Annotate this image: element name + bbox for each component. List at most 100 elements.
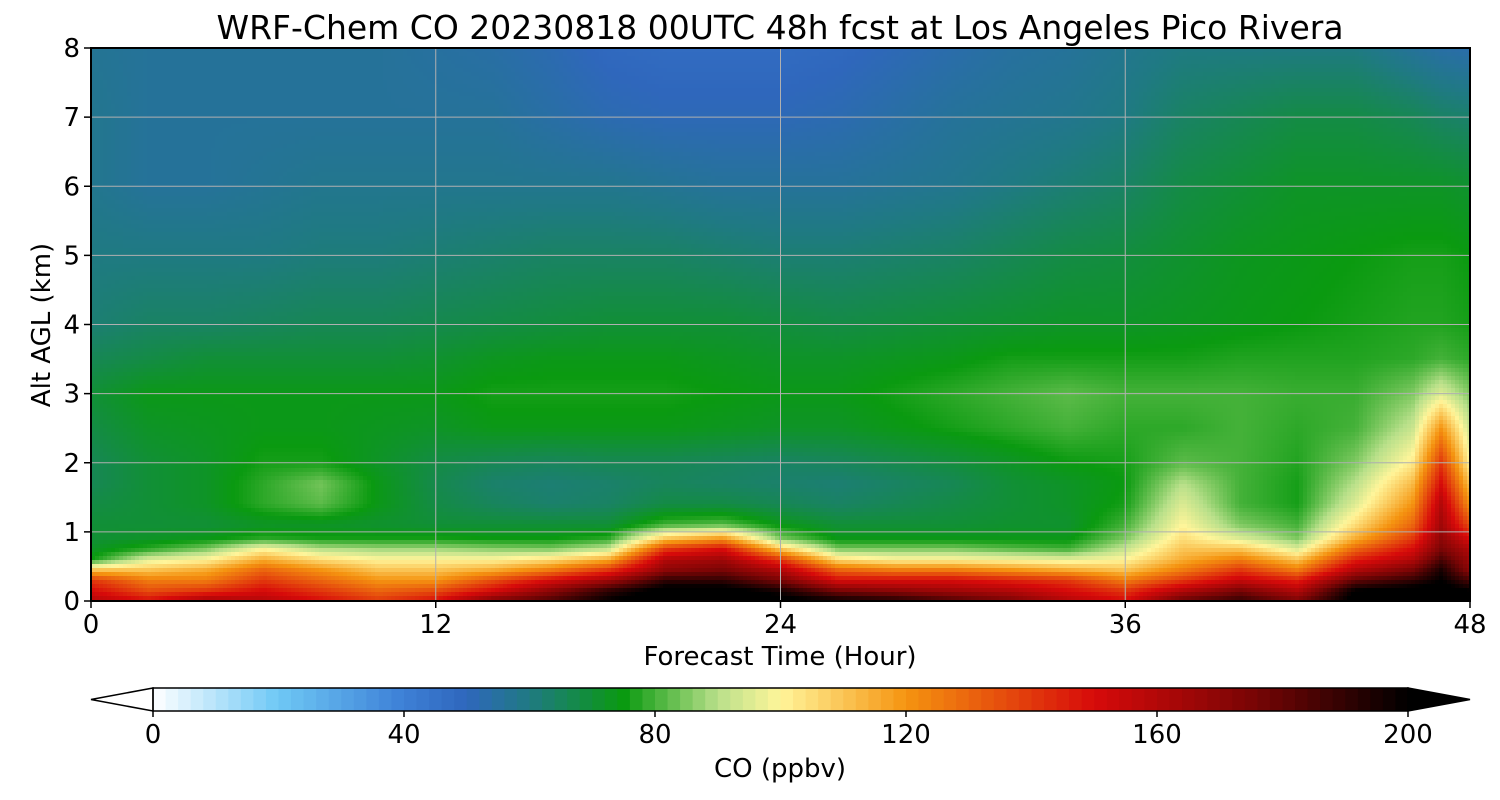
colorbar-segment (228, 688, 242, 711)
x-tick-label: 36 (1109, 610, 1142, 640)
x-tick-label: 24 (764, 610, 797, 640)
colorbar-segment (767, 688, 782, 711)
colorbar-segment (1031, 688, 1045, 711)
colorbar-segment (1282, 688, 1296, 711)
colorbar-segment (880, 688, 895, 711)
colorbar-segment (705, 688, 719, 711)
co-heatmap (91, 48, 1471, 602)
colorbar-segment (190, 688, 204, 711)
colorbar-segment (529, 688, 543, 711)
colorbar-segment (253, 688, 267, 711)
colorbar-segment (1131, 688, 1146, 711)
colorbar-segment (240, 688, 254, 711)
colorbar-segment (404, 688, 418, 711)
colorbar-segment (1069, 688, 1083, 711)
colorbar-segment (1144, 688, 1158, 711)
colorbar-tick-label: 40 (387, 720, 420, 750)
x-axis-ticks: 0 12 24 36 48 (83, 601, 1487, 640)
colorbar-segment (479, 688, 493, 711)
colorbar-segment (316, 688, 330, 711)
x-tick-label: 48 (1453, 610, 1486, 640)
colorbar-tick-label: 80 (638, 720, 671, 750)
colorbar-segment (629, 688, 644, 711)
colorbar-segment (1044, 688, 1058, 711)
colorbar-segment (1345, 688, 1359, 711)
colorbar-segment (1119, 688, 1133, 711)
colorbar-segment (416, 688, 430, 711)
colorbar-segment (667, 688, 681, 711)
colorbar-segment (278, 688, 292, 711)
colorbar-segment (328, 688, 342, 711)
colorbar-segment (1395, 688, 1409, 711)
colorbar-segment (1295, 688, 1309, 711)
colorbar-segment (604, 688, 618, 711)
colorbar-segment (341, 688, 355, 711)
colorbar-segment (893, 688, 907, 711)
colorbar-segment (680, 688, 694, 711)
y-tick-label: 2 (63, 449, 80, 479)
colorbar-segment (742, 688, 756, 711)
colorbar-segment (780, 688, 794, 711)
colorbar-segment (906, 688, 920, 711)
x-axis-label: Forecast Time (Hour) (643, 642, 916, 672)
colorbar-segment (203, 688, 217, 711)
x-tick-label: 12 (419, 610, 452, 640)
colorbar-segment (1194, 688, 1208, 711)
colorbar-segment (391, 688, 405, 711)
colorbar-segment (1157, 688, 1171, 711)
colorbar-tick-label: 200 (1383, 720, 1433, 750)
colorbar-segment (1056, 688, 1070, 711)
colorbar-segment (178, 688, 192, 711)
colorbar-segment (592, 688, 606, 711)
y-tick-label: 4 (63, 311, 80, 341)
colorbar-segment (655, 688, 669, 711)
y-tick-label: 5 (63, 241, 80, 271)
y-axis-ticks: 0 1 2 3 4 5 6 7 8 (63, 34, 91, 617)
x-tick-label: 0 (83, 610, 100, 640)
colorbar-segment (981, 688, 995, 711)
colorbar-segment (466, 688, 480, 711)
colorbar-ticks: 0 40 80 120 160 200 (145, 711, 1433, 750)
colorbar-segment (265, 688, 280, 711)
colorbar-segment (793, 688, 807, 711)
colorbar-segment (993, 688, 1007, 711)
colorbar-segment (579, 688, 593, 711)
y-axis-label: Alt AGL (km) (27, 243, 57, 407)
colorbar-segment (755, 688, 769, 711)
colorbar-segment (429, 688, 443, 711)
colorbar-extend-high (1407, 687, 1471, 712)
colorbar-segment (1207, 688, 1221, 711)
colorbar-segment (454, 688, 468, 711)
y-tick-label: 3 (63, 380, 80, 410)
colorbar-segment (943, 688, 957, 711)
colorbar-segment (1332, 688, 1346, 711)
colorbar-segment (642, 688, 656, 711)
colorbar-segment (567, 688, 581, 711)
y-tick-label: 8 (63, 34, 80, 64)
colorbar-segment (1006, 688, 1020, 711)
colorbar-segment (1169, 688, 1183, 711)
colorbar-segment (931, 688, 945, 711)
colorbar-tick-label: 160 (1132, 720, 1182, 750)
colorbar-segment (1232, 688, 1246, 711)
colorbar-segment (730, 688, 744, 711)
y-tick-label: 7 (63, 103, 80, 133)
colorbar-segment (968, 688, 982, 711)
colorbar-label: CO (ppbv) (714, 754, 846, 784)
colorbar-segment (830, 688, 844, 711)
colorbar-segment (1357, 688, 1371, 711)
colorbar-segment (1106, 688, 1120, 711)
y-tick-label: 6 (63, 172, 80, 202)
colorbar-extend-low (90, 687, 154, 712)
colorbar-segment (153, 688, 167, 711)
colorbar-segment (1370, 688, 1384, 711)
colorbar-segment (956, 688, 970, 711)
colorbar-tick-label: 0 (145, 720, 162, 750)
colorbar (90, 687, 1471, 712)
colorbar-segment (1269, 688, 1284, 711)
colorbar-segment (1382, 688, 1397, 711)
colorbar-frame (152, 687, 1409, 712)
colorbar-segment (353, 688, 367, 711)
colorbar-segment (1219, 688, 1233, 711)
